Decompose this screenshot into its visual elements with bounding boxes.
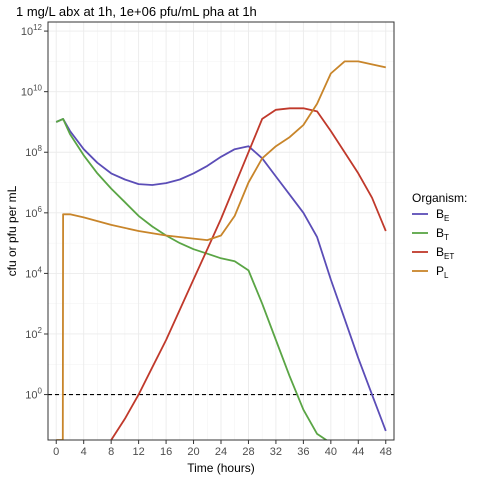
- x-tick-label: 12: [132, 446, 144, 458]
- y-tick-label: 100: [25, 387, 42, 402]
- x-tick-label: 4: [81, 446, 87, 458]
- series-line-b-et: [110, 107, 387, 440]
- x-tick-label: 20: [187, 446, 199, 458]
- x-axis-title: Time (hours): [187, 461, 255, 475]
- legend-label-b-e: BE: [436, 207, 449, 223]
- y-tick-label: 102: [25, 326, 42, 341]
- chart-title: 1 mg/L abx at 1h, 1e+06 pfu/mL pha at 1h: [16, 4, 257, 19]
- y-tick-label: 104: [25, 265, 42, 280]
- x-tick-label: 24: [215, 446, 227, 458]
- series-lines: [55, 60, 387, 440]
- x-tick-label: 44: [352, 446, 364, 458]
- x-tick-label: 36: [297, 446, 309, 458]
- y-axis-title: cfu or pfu per mL: [5, 185, 19, 276]
- x-tick-label: 28: [242, 446, 254, 458]
- legend-label-b-t: BT: [436, 226, 449, 242]
- series-line-p-l: [56, 60, 386, 440]
- y-tick-label: 106: [25, 205, 42, 220]
- x-axis: 0 4 8 12 16 20 24 28 32 36 40 44 48: [53, 440, 392, 458]
- legend-label-p-l: PL: [436, 264, 449, 280]
- x-tick-label: 40: [325, 446, 337, 458]
- x-tick-label: 0: [53, 446, 59, 458]
- y-tick-label: 1012: [21, 23, 43, 38]
- x-tick-label: 16: [160, 446, 172, 458]
- x-tick-label: 48: [380, 446, 392, 458]
- y-axis: 100 102 104 106 108 1010 1012: [21, 23, 48, 402]
- series-line-b-e: [55, 118, 387, 432]
- x-tick-label: 32: [270, 446, 282, 458]
- legend-title: Organism:: [412, 191, 467, 205]
- legend: Organism: BE BT BET PL: [412, 191, 467, 280]
- x-tick-label: 8: [108, 446, 114, 458]
- y-tick-label: 1010: [21, 84, 43, 99]
- series-line-b-t: [55, 118, 328, 440]
- y-tick-label: 108: [25, 144, 42, 159]
- legend-label-b-et: BET: [436, 245, 454, 261]
